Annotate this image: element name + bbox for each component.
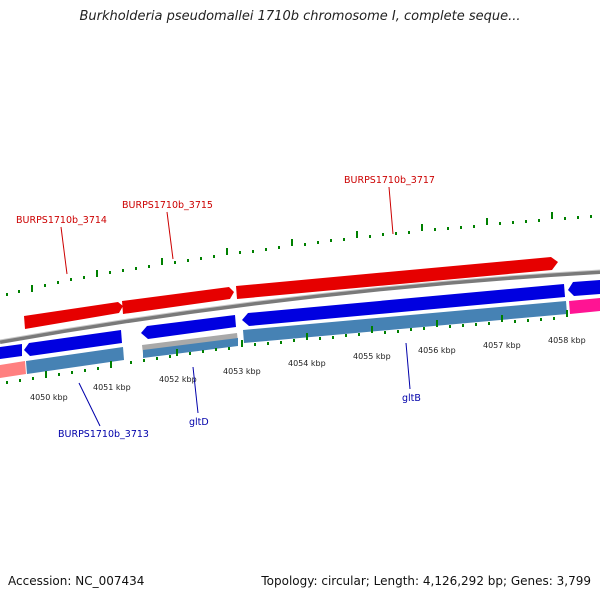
gene-label-burps1710b-3713: BURPS1710b_3713 <box>58 429 149 440</box>
feature-pink-right <box>569 298 600 314</box>
lower-tick-row <box>6 310 568 384</box>
leader-line <box>60 226 68 275</box>
genome-backbone <box>0 270 600 344</box>
gene-gltb <box>242 284 565 326</box>
leader-line <box>78 382 101 427</box>
accession-text: Accession: NC_007434 <box>8 574 145 588</box>
gene-label-gltb: gltB <box>402 393 421 404</box>
feature-steel-3713 <box>26 347 124 374</box>
genome-backbone-highlight <box>0 269 600 341</box>
gene-label-gltd: gltD <box>189 417 209 428</box>
map-title: Burkholderia pseudomallei 1710b chromoso… <box>79 9 521 24</box>
scale-label: 4057 kbp <box>483 341 521 350</box>
scale-labels: 4050 kbp 4051 kbp 4052 kbp 4053 kbp 4054… <box>30 336 586 402</box>
upper-gene-labels[interactable]: BURPS1710b_3714 BURPS1710b_3715 BURPS171… <box>16 175 435 275</box>
scale-label: 4058 kbp <box>548 336 586 345</box>
gene-burps1710b-3717 <box>236 257 558 299</box>
leader-line <box>192 366 199 414</box>
scale-label: 4056 kbp <box>418 346 456 355</box>
scale-label: 4054 kbp <box>288 359 326 368</box>
lower-track[interactable] <box>0 298 600 378</box>
scale-label: 4050 kbp <box>30 393 68 402</box>
gene-burps1710b-3714 <box>24 302 123 329</box>
topology-stats-text: Topology: circular; Length: 4,126,292 bp… <box>261 574 591 588</box>
feature-steel-gltb <box>243 301 567 343</box>
upper-tick-row <box>6 212 592 296</box>
gene-label-burps1710b-3715: BURPS1710b_3715 <box>122 200 213 211</box>
gene-label-burps1710b-3717: BURPS1710b_3717 <box>344 175 435 186</box>
forward-genes[interactable] <box>24 257 558 329</box>
feature-steel-gltd <box>143 338 238 358</box>
reverse-genes[interactable] <box>0 280 600 359</box>
gene-burps1710b-3715 <box>122 287 234 314</box>
scale-label: 4052 kbp <box>159 375 197 384</box>
scale-label: 4053 kbp <box>223 367 261 376</box>
leader-line <box>388 186 394 235</box>
scale-label: 4051 kbp <box>93 383 131 392</box>
gene-label-burps1710b-3714: BURPS1710b_3714 <box>16 215 107 226</box>
gene-reverse-right-edge <box>568 280 600 296</box>
gene-gltd <box>141 315 236 339</box>
leader-line <box>166 211 174 260</box>
gene-reverse-left-edge <box>0 344 22 359</box>
scale-label: 4055 kbp <box>353 352 391 361</box>
gene-burps1710b-3713 <box>24 330 122 356</box>
feature-pink-left <box>0 361 26 378</box>
leader-line <box>405 342 411 390</box>
lower-gene-labels[interactable]: BURPS1710b_3713 gltD gltB <box>58 342 421 440</box>
